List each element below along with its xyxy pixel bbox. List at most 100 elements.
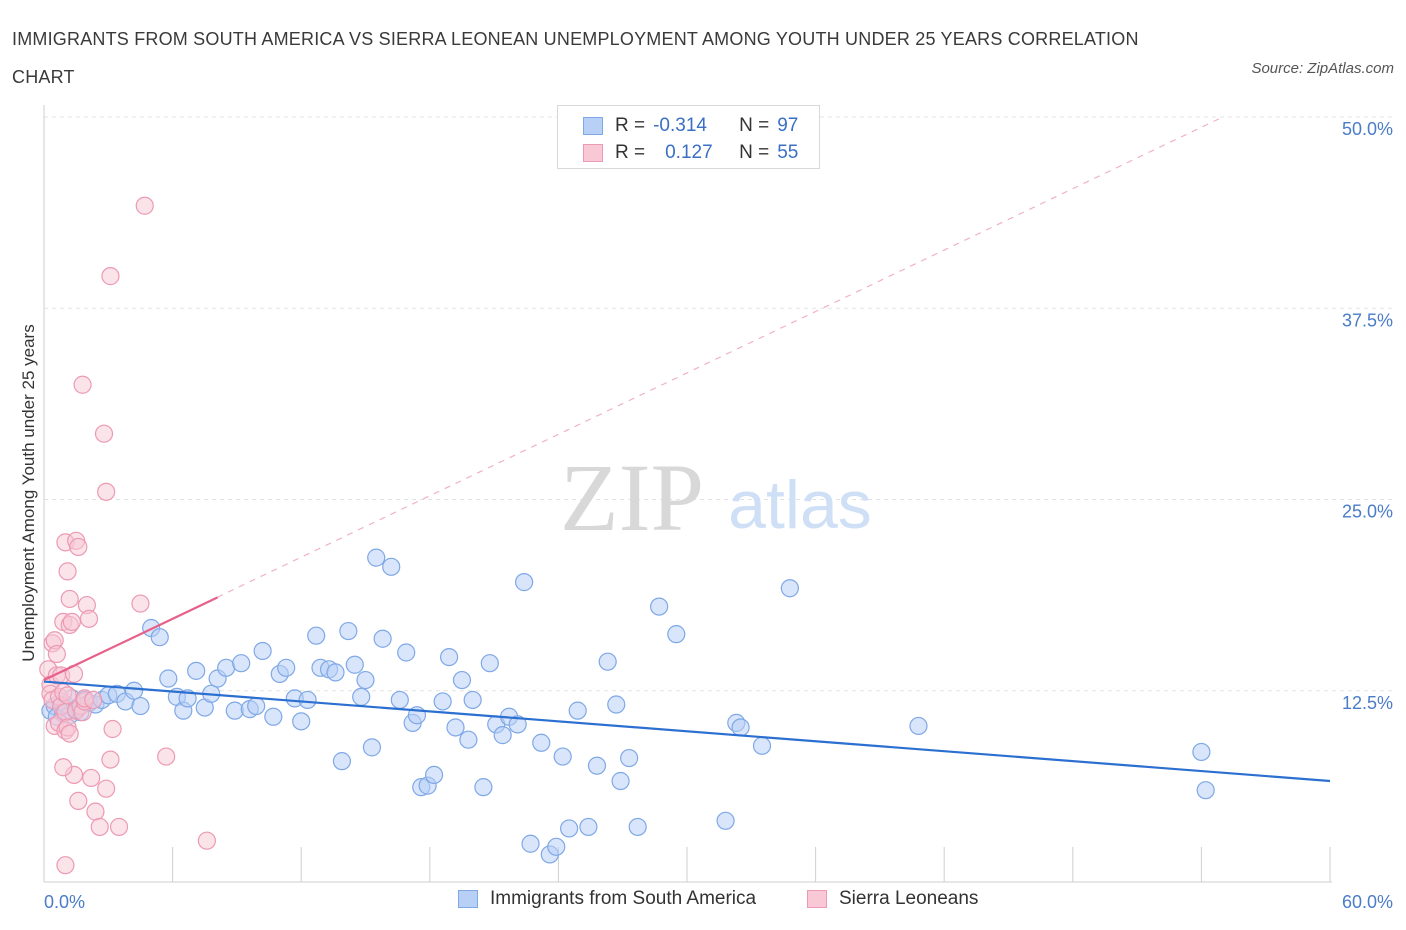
data-point-south-america (716, 811, 735, 830)
series-pink-points (39, 196, 216, 875)
series-blue-points (41, 548, 1215, 864)
data-point-sierra-leonean (97, 482, 116, 501)
data-point-south-america (532, 733, 551, 752)
trend-extension-pink (43, 116, 1224, 681)
legend-n-value-blue: 97 (777, 115, 799, 136)
data-point-south-america (253, 641, 272, 661)
data-point-sierra-leonean (60, 589, 79, 609)
data-point-south-america (345, 655, 364, 674)
data-point-south-america (264, 707, 283, 726)
data-point-south-america (1196, 781, 1215, 800)
source-label: Source: ZipAtlas.com (1251, 60, 1394, 77)
data-point-south-america (474, 778, 493, 797)
data-point-sierra-leonean (86, 802, 105, 821)
x-tick-label: 60.0% (1342, 892, 1393, 912)
data-point-south-america (553, 747, 572, 766)
data-point-south-america (439, 647, 459, 667)
data-point-sierra-leonean (103, 719, 122, 739)
data-point-south-america (424, 765, 444, 785)
trend-line-blue (43, 680, 1331, 783)
data-point-sierra-leonean (60, 724, 79, 743)
data-point-south-america (780, 579, 799, 598)
data-point-south-america (463, 690, 482, 710)
data-point-south-america (611, 771, 630, 791)
legend-r-label: R = (615, 115, 646, 136)
data-point-south-america (307, 626, 326, 645)
data-point-south-america (339, 621, 358, 641)
data-point-south-america (521, 834, 540, 853)
data-point-south-america (650, 597, 669, 616)
data-point-south-america (731, 718, 750, 737)
data-point-sierra-leonean (90, 817, 109, 837)
legend-n-label: N = (739, 115, 770, 136)
gridlines (44, 116, 1395, 692)
data-point-south-america (298, 690, 317, 710)
legend-n-value-pink: 55 (777, 142, 799, 163)
data-point-sierra-leonean (47, 644, 66, 664)
data-point-sierra-leonean (97, 779, 116, 798)
y-tick-label: 12.5% (1342, 693, 1393, 713)
data-point-sierra-leonean (101, 267, 120, 286)
trend-line-pink (43, 596, 219, 682)
data-point-south-america (587, 756, 607, 775)
data-point-sierra-leonean (69, 537, 88, 557)
legend-row-blue: R = -0.314 N = 97 (583, 114, 798, 138)
data-point-sierra-leonean (62, 612, 81, 632)
data-point-sierra-leonean (109, 817, 129, 837)
y-tick-label: 50.0% (1342, 119, 1393, 139)
data-point-sierra-leonean (197, 831, 216, 850)
data-point-south-america (598, 652, 617, 671)
data-point-south-america (446, 718, 465, 737)
axes (43, 105, 1332, 883)
watermark-atlas: atlas (728, 467, 872, 543)
data-point-south-america (1192, 742, 1211, 762)
data-point-south-america (515, 573, 534, 592)
tick-labels: 12.5% 25.0% 37.5% 50.0% 0.0% 60.0% (44, 119, 1393, 912)
data-point-south-america (232, 654, 251, 673)
legend-r-value-blue: -0.314 (653, 115, 707, 136)
data-point-south-america (667, 625, 686, 644)
data-point-south-america (150, 628, 169, 647)
bottom-legend-swatch-blue (458, 890, 478, 908)
data-point-south-america (752, 736, 772, 755)
data-point-south-america (607, 695, 626, 714)
watermark-zip: ZIP (560, 444, 704, 551)
data-point-sierra-leonean (58, 562, 77, 581)
data-point-sierra-leonean (69, 791, 88, 811)
data-point-south-america (568, 701, 587, 720)
y-axis-label: Unemployment Among Youth under 25 years (19, 324, 38, 661)
data-point-sierra-leonean (73, 375, 92, 394)
legend-swatch-pink (583, 144, 603, 162)
data-point-sierra-leonean (54, 758, 73, 777)
data-point-south-america (332, 752, 352, 771)
data-point-south-america (459, 730, 478, 749)
data-point-south-america (397, 643, 416, 662)
chart-title: IMMIGRANTS FROM SOUTH AMERICA VS SIERRA … (12, 29, 1139, 87)
data-point-south-america (493, 726, 512, 745)
trend-lines (43, 596, 1331, 783)
legend-r-label: R = (615, 142, 646, 163)
data-point-south-america (225, 701, 244, 720)
data-point-sierra-leonean (135, 196, 154, 215)
data-point-sierra-leonean (82, 768, 101, 788)
data-point-sierra-leonean (131, 594, 150, 613)
data-point-sierra-leonean (94, 424, 114, 443)
data-point-south-america (247, 696, 266, 716)
legend-row-pink: R = 0.127 N = 55 (583, 141, 798, 165)
data-point-south-america (277, 658, 296, 677)
y-tick-label: 37.5% (1342, 310, 1393, 330)
data-point-south-america (292, 712, 311, 731)
data-point-south-america (178, 689, 197, 708)
data-point-south-america (620, 748, 639, 768)
legend-r-value-pink: 0.127 (665, 142, 713, 163)
data-point-south-america (159, 669, 178, 688)
data-point-south-america (390, 690, 409, 710)
legend-n-label: N = (739, 142, 770, 163)
data-point-sierra-leonean (58, 686, 77, 705)
legend-swatch-blue (583, 117, 603, 135)
data-point-south-america (547, 837, 566, 856)
data-point-sierra-leonean (157, 747, 176, 766)
data-point-south-america (909, 716, 928, 736)
correlation-legend: R = -0.314 N = 97 R = 0.127 N = 55 (557, 105, 820, 169)
